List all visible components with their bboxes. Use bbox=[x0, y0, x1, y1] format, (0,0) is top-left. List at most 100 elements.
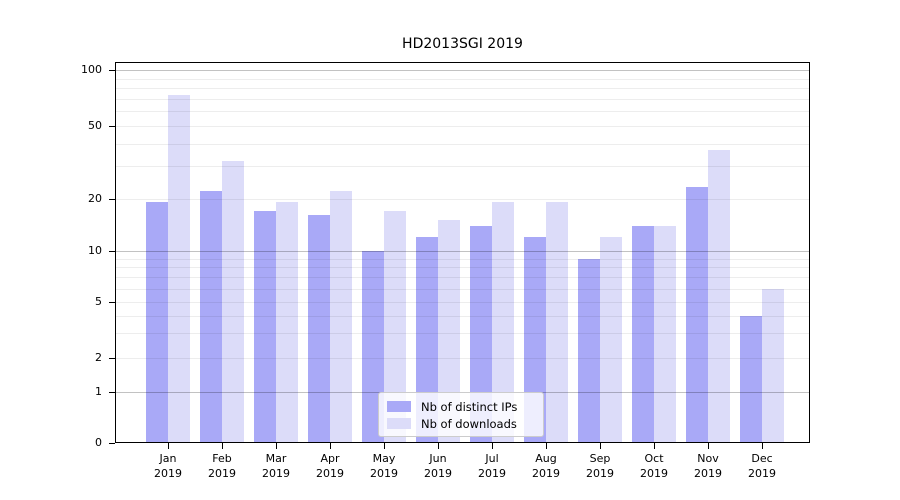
legend-label-downloads: Nb of downloads bbox=[421, 416, 517, 431]
minor-gridline bbox=[115, 333, 810, 335]
plot-area bbox=[115, 62, 810, 443]
y-tick-mark bbox=[109, 251, 115, 252]
minor-gridline bbox=[115, 98, 810, 100]
x-tick-label: Mar 2019 bbox=[249, 451, 303, 481]
x-tick-year: 2019 bbox=[694, 467, 722, 480]
y-tick-mark bbox=[109, 199, 115, 200]
x-tick-month: Apr bbox=[320, 452, 340, 465]
x-tick-month: Jan bbox=[159, 452, 177, 465]
bar-distinct-ips bbox=[740, 315, 762, 443]
minor-gridline bbox=[115, 78, 810, 80]
y-tick-label: 100 bbox=[81, 63, 102, 76]
x-tick-mark bbox=[222, 443, 223, 449]
minor-gridline bbox=[115, 267, 810, 269]
minor-gridline bbox=[115, 277, 810, 279]
x-tick-label: Aug 2019 bbox=[519, 451, 573, 481]
x-tick-month: Jul bbox=[485, 452, 499, 465]
minor-gridline bbox=[115, 111, 810, 113]
bar-distinct-ips bbox=[416, 237, 438, 443]
x-tick-month: Feb bbox=[212, 452, 232, 465]
bar-distinct-ips bbox=[632, 225, 654, 443]
y-tick-mark bbox=[109, 392, 115, 393]
x-tick-year: 2019 bbox=[424, 467, 452, 480]
bar-downloads bbox=[546, 202, 568, 443]
x-tick-year: 2019 bbox=[748, 467, 776, 480]
bar-distinct-ips bbox=[146, 202, 168, 443]
bar-distinct-ips bbox=[470, 225, 492, 443]
bar-downloads bbox=[600, 237, 622, 443]
bar-downloads bbox=[384, 210, 406, 443]
minor-gridline bbox=[115, 302, 810, 303]
bar-downloads bbox=[492, 202, 514, 443]
legend: Nb of distinct IPs Nb of downloads bbox=[378, 392, 544, 437]
x-tick-label: Dec 2019 bbox=[735, 451, 789, 481]
x-tick-year: 2019 bbox=[208, 467, 236, 480]
x-tick-month: Oct bbox=[644, 452, 664, 465]
legend-swatch-distinct-ips-icon bbox=[387, 401, 411, 412]
y-tick-mark bbox=[109, 126, 115, 127]
x-tick-mark bbox=[762, 443, 763, 449]
y-tick-label: 0 bbox=[95, 436, 102, 449]
y-tick-label: 1 bbox=[95, 385, 102, 398]
x-tick-month: Mar bbox=[265, 452, 287, 465]
x-tick-mark bbox=[600, 443, 601, 449]
x-tick-mark bbox=[438, 443, 439, 449]
x-tick-mark bbox=[276, 443, 277, 449]
bar-distinct-ips bbox=[254, 210, 276, 443]
x-tick-label: Apr 2019 bbox=[303, 451, 357, 481]
minor-gridline bbox=[115, 143, 810, 145]
chart-title: HD2013SGI 2019 bbox=[402, 36, 523, 52]
major-gridline bbox=[115, 251, 810, 252]
x-tick-mark bbox=[546, 443, 547, 449]
bar-downloads bbox=[222, 161, 244, 443]
x-tick-mark bbox=[492, 443, 493, 449]
x-tick-year: 2019 bbox=[370, 467, 398, 480]
x-tick-year: 2019 bbox=[478, 467, 506, 480]
minor-gridline bbox=[115, 288, 810, 290]
bar-downloads bbox=[762, 288, 784, 443]
x-tick-year: 2019 bbox=[154, 467, 182, 480]
major-gridline bbox=[115, 70, 810, 71]
bar-distinct-ips bbox=[524, 237, 546, 443]
y-tick-mark bbox=[109, 70, 115, 71]
x-tick-label: May 2019 bbox=[357, 451, 411, 481]
bar-distinct-ips bbox=[686, 187, 708, 443]
x-tick-mark bbox=[168, 443, 169, 449]
minor-gridline bbox=[115, 358, 810, 359]
legend-swatch-downloads-icon bbox=[387, 418, 411, 429]
y-tick-label: 2 bbox=[95, 351, 102, 364]
x-tick-month: May bbox=[372, 452, 396, 465]
minor-gridline bbox=[115, 258, 810, 260]
x-tick-label: Jun 2019 bbox=[411, 451, 465, 481]
bar-downloads bbox=[438, 220, 460, 443]
legend-label-distinct-ips: Nb of distinct IPs bbox=[421, 399, 518, 414]
minor-gridline bbox=[115, 126, 810, 127]
x-tick-label: Oct 2019 bbox=[627, 451, 681, 481]
x-tick-mark bbox=[384, 443, 385, 449]
x-tick-year: 2019 bbox=[262, 467, 290, 480]
y-tick-mark bbox=[109, 358, 115, 359]
x-tick-month: Jun bbox=[429, 452, 447, 465]
minor-gridline bbox=[115, 315, 810, 317]
x-tick-month: Nov bbox=[697, 452, 719, 465]
x-tick-month: Sep bbox=[589, 452, 611, 465]
legend-item-downloads: Nb of downloads bbox=[387, 415, 535, 432]
bar-downloads bbox=[708, 149, 730, 443]
x-tick-month: Aug bbox=[535, 452, 557, 465]
y-tick-label: 50 bbox=[88, 119, 102, 132]
y-tick-mark bbox=[109, 443, 115, 444]
x-tick-label: Sep 2019 bbox=[573, 451, 627, 481]
x-tick-month: Dec bbox=[751, 452, 773, 465]
bar-downloads bbox=[330, 190, 352, 443]
x-tick-label: Jul 2019 bbox=[465, 451, 519, 481]
y-tick-label: 10 bbox=[88, 244, 102, 257]
y-tick-label: 5 bbox=[95, 295, 102, 308]
bar-downloads bbox=[276, 202, 298, 443]
x-tick-label: Feb 2019 bbox=[195, 451, 249, 481]
bar-distinct-ips bbox=[308, 215, 330, 443]
minor-gridline bbox=[115, 166, 810, 168]
y-tick-label: 20 bbox=[88, 191, 102, 205]
x-tick-mark bbox=[654, 443, 655, 449]
bar-downloads bbox=[168, 95, 190, 443]
